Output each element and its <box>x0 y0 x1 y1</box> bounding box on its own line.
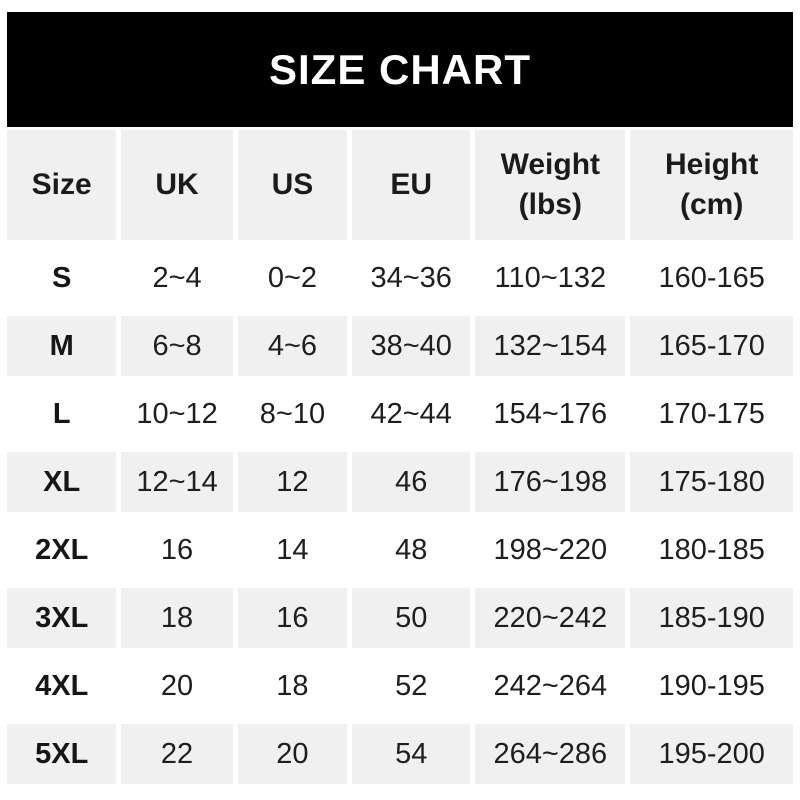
cell-us: 18 <box>237 656 348 716</box>
cell-uk: 22 <box>121 724 233 784</box>
cell-size: 4XL <box>7 656 117 716</box>
column-header-uk: UK <box>121 130 233 240</box>
cell-height: 165-170 <box>630 316 793 376</box>
cell-size: 2XL <box>7 520 117 580</box>
cell-eu: 38~40 <box>352 316 471 376</box>
cell-us: 16 <box>237 588 348 648</box>
cell-us: 14 <box>237 520 348 580</box>
cell-us: 20 <box>237 724 348 784</box>
cell-uk: 2~4 <box>121 248 233 308</box>
size-table: Size UK US EU Weight (lbs) Height (cm) S 2… <box>7 130 793 784</box>
column-header-label: US <box>271 167 314 201</box>
size-chart-infographic: SIZE CHART Size UK US EU Weight (lbs) Hei… <box>0 12 800 800</box>
cell-uk: 20 <box>121 656 233 716</box>
cell-uk: 6~8 <box>121 316 233 376</box>
column-header-label: Size <box>31 167 92 201</box>
cell-eu: 50 <box>352 588 471 648</box>
cell-eu: 46 <box>352 452 471 512</box>
cell-height: 185-190 <box>630 588 793 648</box>
cell-size: 3XL <box>7 588 117 648</box>
cell-size: L <box>7 384 117 444</box>
column-header-label: UK <box>155 167 199 201</box>
cell-weight: 220~242 <box>475 588 626 648</box>
cell-eu: 34~36 <box>352 248 471 308</box>
cell-weight: 132~154 <box>475 316 626 376</box>
cell-uk: 12~14 <box>121 452 233 512</box>
cell-height: 195-200 <box>630 724 793 784</box>
cell-us: 12 <box>237 452 348 512</box>
cell-us: 0~2 <box>237 248 348 308</box>
cell-size: M <box>7 316 117 376</box>
column-header-sub: (cm) <box>679 188 744 221</box>
column-header-label: Height <box>665 147 759 181</box>
cell-eu: 54 <box>352 724 471 784</box>
cell-size: S <box>7 248 117 308</box>
cell-weight: 154~176 <box>475 384 626 444</box>
column-header-us: US <box>237 130 348 240</box>
cell-height: 180-185 <box>630 520 793 580</box>
cell-size: 5XL <box>7 724 117 784</box>
column-header-label: EU <box>390 167 433 201</box>
banner-title: SIZE CHART <box>269 45 531 93</box>
column-header-size: Size <box>7 130 117 240</box>
cell-height: 170-175 <box>630 384 793 444</box>
cell-size: XL <box>7 452 117 512</box>
cell-height: 175-180 <box>630 452 793 512</box>
banner: SIZE CHART <box>7 12 793 127</box>
cell-weight: 176~198 <box>475 452 626 512</box>
cell-uk: 16 <box>121 520 233 580</box>
cell-weight: 242~264 <box>475 656 626 716</box>
cell-height: 160-165 <box>630 248 793 308</box>
cell-us: 4~6 <box>237 316 348 376</box>
cell-eu: 52 <box>352 656 471 716</box>
cell-us: 8~10 <box>237 384 348 444</box>
column-header-weight: Weight (lbs) <box>475 130 626 240</box>
cell-weight: 198~220 <box>475 520 626 580</box>
column-header-sub: (lbs) <box>518 188 582 221</box>
column-header-label: Weight <box>500 147 601 181</box>
cell-eu: 42~44 <box>352 384 471 444</box>
cell-uk: 10~12 <box>121 384 233 444</box>
cell-eu: 48 <box>352 520 471 580</box>
cell-height: 190-195 <box>630 656 793 716</box>
cell-weight: 110~132 <box>475 248 626 308</box>
column-header-eu: EU <box>352 130 471 240</box>
column-header-height: Height (cm) <box>630 130 793 240</box>
cell-uk: 18 <box>121 588 233 648</box>
cell-weight: 264~286 <box>475 724 626 784</box>
